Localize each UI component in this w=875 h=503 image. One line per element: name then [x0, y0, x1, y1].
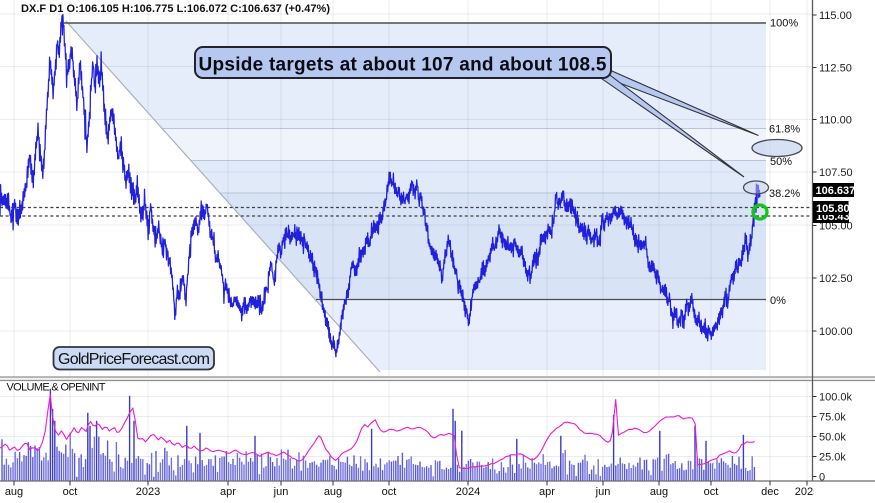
svg-text:112.50: 112.50: [819, 62, 852, 74]
svg-text:102.50: 102.50: [819, 273, 853, 285]
svg-text:apr: apr: [220, 486, 236, 498]
svg-text:25.0k: 25.0k: [819, 451, 846, 463]
svg-text:2024: 2024: [456, 486, 480, 498]
svg-text:jun: jun: [273, 486, 289, 498]
svg-text:100.0k: 100.0k: [819, 391, 853, 403]
svg-text:105.80: 105.80: [816, 203, 850, 215]
svg-text:50.0k: 50.0k: [819, 431, 846, 443]
svg-text:0%: 0%: [770, 295, 786, 307]
svg-text:VOLUME & OPENINT: VOLUME & OPENINT: [7, 382, 106, 394]
svg-text:115.00: 115.00: [819, 10, 852, 22]
svg-text:107.50: 107.50: [819, 167, 853, 179]
svg-text:0: 0: [819, 471, 825, 483]
svg-text:aug: aug: [5, 486, 23, 498]
svg-text:oct: oct: [382, 486, 397, 498]
svg-text:DX.F D1 O:106.105 H:106.775: DX.F D1 O:106.105 H:106.775 L:106.072 C:…: [21, 3, 330, 15]
svg-text:50%: 50%: [770, 156, 792, 168]
svg-text:100%: 100%: [770, 17, 798, 29]
svg-text:apr: apr: [539, 486, 555, 498]
svg-text:2025: 2025: [795, 486, 819, 498]
svg-text:Upside targets at about 107 an: Upside targets at about 107 and about 10…: [199, 55, 607, 76]
svg-text:75.0k: 75.0k: [819, 411, 846, 423]
svg-text:100.00: 100.00: [819, 326, 853, 338]
svg-text:oct: oct: [704, 486, 719, 498]
svg-text:110.00: 110.00: [819, 114, 852, 126]
svg-text:106.637: 106.637: [816, 185, 856, 197]
svg-text:dec: dec: [761, 486, 779, 498]
svg-text:2023: 2023: [136, 486, 160, 498]
svg-text:jun: jun: [595, 486, 611, 498]
svg-text:oct: oct: [63, 486, 78, 498]
svg-text:GoldPriceForecast.com: GoldPriceForecast.com: [58, 351, 210, 368]
svg-text:105.00: 105.00: [819, 220, 853, 232]
svg-text:aug: aug: [650, 486, 668, 498]
svg-text:61.8%: 61.8%: [769, 123, 800, 135]
svg-text:aug: aug: [324, 486, 342, 498]
svg-text:38.2%: 38.2%: [769, 188, 800, 200]
